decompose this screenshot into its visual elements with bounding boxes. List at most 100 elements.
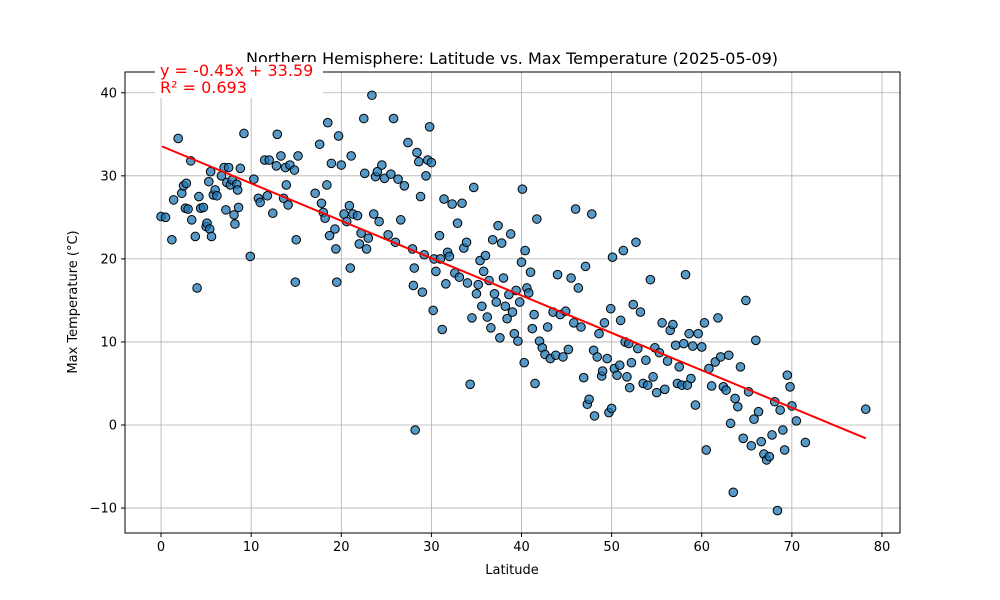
data-point xyxy=(461,237,472,248)
data-point xyxy=(230,219,240,229)
data-point xyxy=(183,204,193,214)
data-point xyxy=(614,360,625,371)
data-point xyxy=(264,155,274,165)
regression-line-group xyxy=(161,145,867,440)
data-point xyxy=(167,234,177,245)
data-point xyxy=(693,328,703,339)
data-point xyxy=(674,362,685,372)
data-point xyxy=(454,272,465,282)
data-point xyxy=(566,273,576,283)
data-point xyxy=(232,185,243,195)
data-point xyxy=(505,229,516,239)
data-point xyxy=(330,224,340,234)
data-point xyxy=(631,237,641,248)
data-point xyxy=(267,208,278,219)
data-point xyxy=(597,366,608,376)
data-point xyxy=(592,352,603,362)
data-point xyxy=(706,381,717,391)
data-point xyxy=(212,190,222,201)
data-point xyxy=(473,279,484,290)
data-point xyxy=(194,191,204,202)
data-point xyxy=(606,403,617,414)
data-point xyxy=(493,220,503,231)
data-point xyxy=(791,416,802,426)
data-point xyxy=(772,505,783,516)
data-point xyxy=(361,244,372,254)
data-point xyxy=(687,341,698,351)
data-point xyxy=(723,350,734,361)
data-point xyxy=(206,231,217,242)
data-point xyxy=(363,233,374,243)
data-point xyxy=(408,280,419,291)
data-point xyxy=(457,198,467,209)
data-point xyxy=(782,370,793,380)
data-point xyxy=(223,162,234,173)
regression-line xyxy=(161,145,867,440)
data-point xyxy=(648,372,658,382)
data-point xyxy=(478,266,489,277)
data-point xyxy=(495,333,505,343)
axis-ticks: 0 10 20 30 40 50 60 70 80 −10 0 10 20 30 40 xyxy=(90,86,891,555)
data-point xyxy=(486,323,496,333)
x-tick-label: 40 xyxy=(513,540,530,555)
data-point xyxy=(513,336,523,346)
x-tick-label: 50 xyxy=(603,540,620,555)
data-point xyxy=(468,182,479,193)
x-axis-label: Latitude xyxy=(485,563,539,578)
data-point xyxy=(605,303,616,314)
annotation-background xyxy=(155,62,323,98)
data-point xyxy=(624,382,635,393)
data-point xyxy=(186,215,197,225)
data-point xyxy=(684,328,694,339)
data-point xyxy=(800,437,811,448)
data-point xyxy=(785,382,795,392)
data-point xyxy=(589,411,600,421)
data-point xyxy=(618,245,629,256)
data-point xyxy=(324,230,335,241)
data-point xyxy=(316,198,327,209)
data-point xyxy=(168,195,179,205)
data-point xyxy=(699,318,710,328)
data-point xyxy=(517,184,528,194)
data-point xyxy=(570,204,581,214)
data-point xyxy=(441,279,451,289)
r-squared-label: R² = 0.693 xyxy=(160,78,247,97)
data-point xyxy=(322,117,333,128)
data-point xyxy=(516,257,527,268)
data-point xyxy=(527,323,538,334)
data-point xyxy=(428,305,438,316)
data-point xyxy=(344,200,355,211)
y-tick-label: 10 xyxy=(100,335,117,350)
data-point xyxy=(331,277,342,287)
data-point xyxy=(346,151,356,161)
data-point xyxy=(602,353,612,364)
data-point xyxy=(221,205,231,215)
data-point xyxy=(678,338,689,349)
data-point xyxy=(502,313,512,324)
data-point xyxy=(374,216,384,227)
data-point xyxy=(529,309,539,320)
data-point xyxy=(434,230,445,241)
data-point xyxy=(388,113,399,124)
data-point xyxy=(642,380,653,390)
data-point xyxy=(255,197,265,208)
data-point xyxy=(612,370,622,380)
data-point xyxy=(386,169,396,179)
data-point xyxy=(519,357,530,368)
data-point xyxy=(439,194,449,204)
data-point xyxy=(173,133,183,144)
data-point xyxy=(198,202,209,213)
data-point xyxy=(741,295,751,306)
y-tick-label: 30 xyxy=(100,169,117,184)
data-point xyxy=(779,445,790,455)
data-point xyxy=(204,176,214,187)
data-point xyxy=(410,425,420,435)
regression-equation: y = -0.45x + 33.59 xyxy=(160,61,313,80)
data-point xyxy=(229,210,239,220)
data-point xyxy=(421,171,431,181)
data-point xyxy=(489,288,500,299)
data-point xyxy=(701,445,712,455)
data-point xyxy=(417,287,428,297)
data-point xyxy=(542,322,553,332)
data-point xyxy=(424,122,435,132)
